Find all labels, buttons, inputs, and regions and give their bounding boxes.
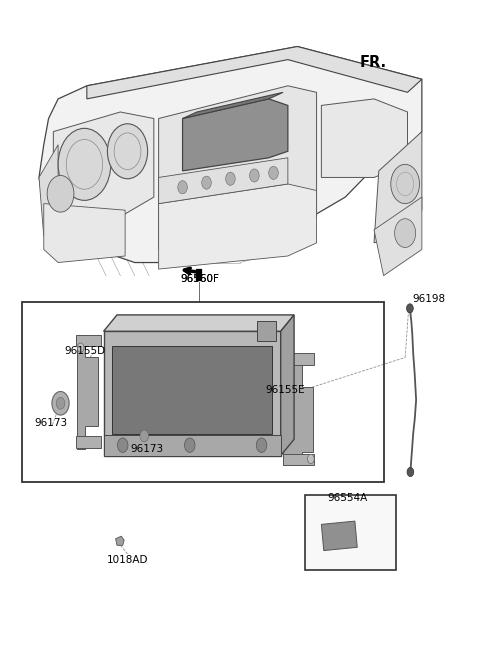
Circle shape [407, 304, 413, 313]
Text: 96173: 96173 [35, 418, 68, 428]
Circle shape [407, 468, 414, 477]
Bar [104, 435, 281, 456]
Polygon shape [87, 47, 422, 99]
Polygon shape [158, 184, 317, 269]
Bar [112, 346, 272, 434]
Bar [283, 353, 314, 365]
Polygon shape [39, 47, 422, 262]
Text: 96560F: 96560F [180, 274, 219, 284]
Circle shape [56, 398, 65, 409]
Polygon shape [374, 197, 422, 276]
Circle shape [250, 169, 259, 182]
Circle shape [256, 438, 267, 453]
Circle shape [108, 124, 148, 178]
Text: 96198: 96198 [412, 293, 445, 304]
Circle shape [269, 167, 278, 179]
Polygon shape [44, 203, 125, 262]
Circle shape [47, 175, 74, 212]
Polygon shape [182, 99, 288, 171]
Circle shape [395, 218, 416, 247]
Polygon shape [116, 536, 124, 545]
Polygon shape [158, 86, 317, 249]
Polygon shape [77, 335, 98, 449]
Polygon shape [39, 145, 58, 236]
Bar [257, 321, 276, 341]
Text: 96554A: 96554A [327, 493, 368, 503]
Bar [283, 454, 314, 466]
Polygon shape [374, 132, 422, 243]
Text: 96155E: 96155E [265, 385, 305, 395]
Circle shape [202, 176, 211, 189]
Bar [76, 436, 101, 448]
Bar [305, 495, 396, 570]
Circle shape [308, 455, 314, 464]
Circle shape [140, 430, 149, 442]
Circle shape [136, 424, 153, 448]
Circle shape [178, 180, 187, 194]
Polygon shape [322, 99, 408, 177]
Polygon shape [281, 315, 294, 456]
Polygon shape [158, 158, 288, 203]
Polygon shape [104, 331, 281, 456]
Circle shape [391, 165, 420, 203]
Bar [76, 335, 101, 346]
Text: 96560F: 96560F [180, 274, 219, 284]
Polygon shape [104, 315, 294, 331]
Text: 1018AD: 1018AD [107, 556, 148, 565]
Circle shape [226, 173, 235, 185]
Text: FR.: FR. [360, 55, 387, 70]
Polygon shape [322, 521, 357, 550]
Circle shape [184, 438, 195, 453]
Bar [22, 302, 384, 482]
Circle shape [52, 392, 69, 415]
Polygon shape [182, 92, 283, 119]
Polygon shape [283, 354, 313, 466]
Circle shape [118, 438, 128, 453]
Circle shape [77, 343, 84, 352]
Circle shape [58, 129, 111, 200]
Text: 96173: 96173 [130, 444, 163, 454]
Text: 96155D: 96155D [64, 346, 105, 356]
Polygon shape [53, 112, 154, 216]
